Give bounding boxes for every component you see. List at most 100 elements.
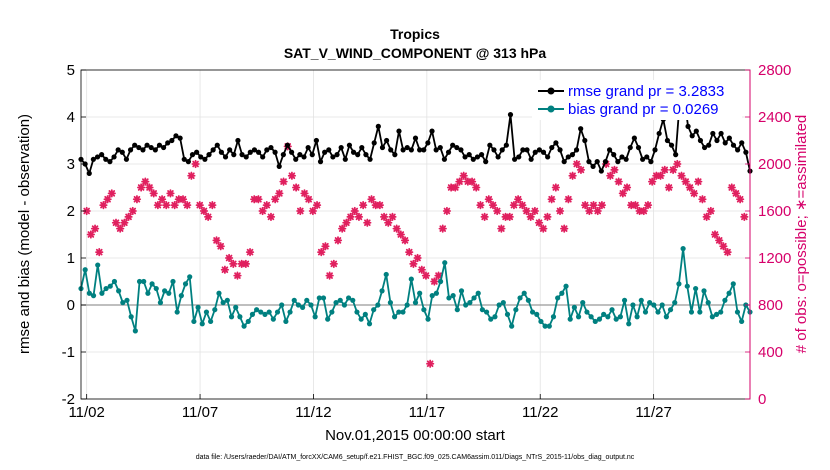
- obs-count-marker: [321, 242, 330, 251]
- obs-count-marker: [417, 265, 426, 274]
- rmse-point: [268, 144, 274, 151]
- obs-count-marker: [304, 195, 313, 204]
- bias-point: [684, 283, 690, 289]
- obs-count-marker: [183, 201, 192, 210]
- bias-point: [667, 307, 674, 313]
- obs-marker-stroke: [296, 207, 304, 215]
- obs-marker-stroke: [686, 184, 694, 191]
- obs-marker-stroke: [242, 260, 250, 268]
- obs-marker-stroke: [137, 184, 145, 191]
- rmse-point: [578, 126, 584, 132]
- obs-count-marker: [736, 195, 745, 204]
- bias-point: [295, 302, 302, 308]
- obs-marker-stroke: [263, 201, 271, 209]
- rmse-point: [565, 154, 571, 160]
- bias-point: [166, 290, 172, 296]
- obs-count-marker: [727, 183, 736, 192]
- rmse-point: [309, 152, 315, 158]
- rmse-point: [383, 137, 390, 144]
- obs-marker-stroke: [326, 272, 333, 279]
- obs-count-marker: [271, 195, 280, 204]
- rmse-point: [706, 142, 712, 148]
- obs-marker-stroke: [380, 213, 388, 221]
- y-left-tick-label: 3: [67, 156, 75, 173]
- bias-point: [346, 295, 352, 301]
- bias-point: [458, 288, 465, 294]
- obs-marker-stroke: [732, 190, 740, 197]
- rmse-point: [264, 147, 270, 153]
- obs-marker-stroke: [606, 172, 614, 180]
- obs-marker-stroke: [669, 166, 677, 174]
- obs-count-marker: [346, 212, 355, 221]
- bias-point: [492, 314, 498, 320]
- obs-marker-stroke: [301, 190, 308, 197]
- bias-point: [316, 295, 322, 301]
- legend-box: [532, 80, 742, 120]
- bias-point: [517, 295, 523, 301]
- obs-marker-stroke: [91, 225, 99, 232]
- rmse-point: [313, 137, 319, 144]
- rmse-point: [363, 152, 369, 158]
- obs-count-marker: [342, 218, 351, 227]
- obs-count-marker: [467, 177, 477, 186]
- obs-marker-stroke: [100, 201, 107, 209]
- x-tick-label: 11/07: [182, 404, 218, 421]
- rmse-point: [433, 147, 439, 153]
- bias-point: [178, 293, 184, 299]
- rmse-point: [355, 152, 361, 158]
- obs-marker-stroke: [393, 225, 400, 232]
- bias-point: [337, 297, 343, 303]
- bias-point: [575, 314, 582, 320]
- obs-marker-stroke: [590, 201, 597, 209]
- obs-marker-stroke: [334, 237, 342, 244]
- obs-count-marker: [480, 212, 489, 221]
- bias-point: [488, 316, 494, 322]
- obs-count-marker: [581, 201, 590, 210]
- rmse-point: [611, 152, 617, 158]
- rmse-point: [103, 156, 109, 162]
- rmse-point: [342, 156, 348, 162]
- bias-point: [609, 307, 615, 313]
- bias-point: [713, 311, 720, 317]
- obs-count-marker: [669, 165, 678, 174]
- obs-count-marker: [547, 195, 556, 204]
- obs-marker-stroke: [389, 213, 396, 221]
- rmse-point: [222, 154, 229, 160]
- bias-point: [697, 309, 703, 315]
- obs-marker-stroke: [317, 248, 325, 256]
- obs-marker-stroke: [594, 207, 602, 215]
- obs-count-marker: [367, 195, 376, 204]
- series-layer: [78, 93, 753, 368]
- rmse-point: [136, 144, 142, 151]
- rmse-point: [516, 154, 522, 160]
- bias-point: [266, 309, 272, 315]
- bias-point: [383, 271, 389, 278]
- obs-marker-stroke: [150, 190, 157, 197]
- bias-point: [212, 307, 218, 313]
- rmse-point: [466, 152, 472, 158]
- obs-marker-stroke: [560, 225, 568, 232]
- rmse-point: [425, 140, 431, 146]
- y-left-tick-label: 2: [67, 203, 75, 220]
- rmse-point: [545, 154, 551, 160]
- rmse-point: [557, 147, 563, 153]
- bias-point: [320, 295, 327, 301]
- rmse-point: [305, 144, 311, 151]
- bias-point: [642, 309, 649, 315]
- rmse-point: [458, 147, 464, 153]
- rmse-point: [664, 137, 671, 144]
- obs-marker-stroke: [200, 207, 208, 215]
- chart-subtitle: SAT_V_WIND_COMPONENT @ 313 hPa: [284, 45, 547, 61]
- obs-marker-stroke: [481, 213, 488, 221]
- obs-marker-stroke: [209, 201, 216, 209]
- rmse-point: [346, 142, 353, 148]
- bias-point: [722, 297, 728, 303]
- obs-count-marker: [614, 177, 623, 186]
- bias-point: [412, 300, 419, 306]
- obs-count-marker: [279, 177, 288, 186]
- bias-point: [739, 318, 745, 325]
- rmse-point: [322, 149, 328, 155]
- rmse-point: [429, 128, 435, 134]
- rmse-point: [553, 140, 559, 146]
